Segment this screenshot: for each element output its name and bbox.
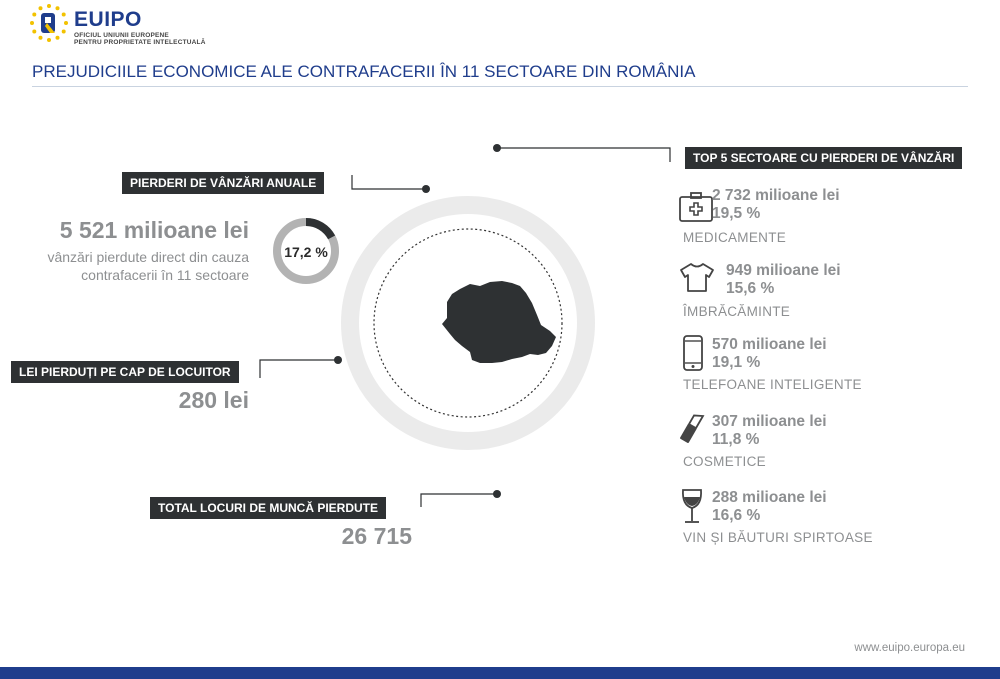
sector-5-value: 288 milioane lei bbox=[712, 489, 827, 507]
romania-map bbox=[442, 281, 556, 363]
sector-3-name: TELEFOANE INTELIGENTE bbox=[683, 377, 862, 392]
connector-jobs bbox=[421, 494, 497, 507]
sector-1-percent: 19,5 % bbox=[712, 205, 760, 223]
connector-annual bbox=[352, 175, 426, 189]
lipstick-icon bbox=[679, 409, 705, 450]
annual-losses-desc-line2: contrafacerii în 11 sectoare bbox=[0, 267, 249, 283]
per-capita-label: LEI PIERDUȚI PE CAP DE LOCUITOR bbox=[11, 361, 239, 383]
connector-dot-annual bbox=[422, 185, 430, 193]
sector-2-value: 949 milioane lei bbox=[726, 262, 841, 280]
wine-glass-icon bbox=[681, 488, 703, 529]
sector-4-name: COSMETICE bbox=[683, 454, 766, 469]
jobs-label: TOTAL LOCURI DE MUNCĂ PIERDUTE bbox=[150, 497, 386, 519]
sector-4-value: 307 milioane lei bbox=[712, 413, 827, 431]
top-sectors-label: TOP 5 SECTOARE CU PIERDERI DE VÂNZĂRI bbox=[685, 147, 962, 169]
footer-url[interactable]: www.euipo.europa.eu bbox=[854, 642, 965, 654]
sector-3-value: 570 milioane lei bbox=[712, 336, 827, 354]
connector-per-capita bbox=[260, 360, 338, 378]
donut-percent-text: 17,2 % bbox=[271, 244, 341, 260]
annual-losses-desc-line1: vânzări pierdute direct din cauza bbox=[0, 249, 249, 265]
tshirt-icon bbox=[679, 262, 715, 297]
footer-bar bbox=[0, 667, 1000, 679]
sector-1-name: MEDICAMENTE bbox=[683, 230, 786, 245]
per-capita-value: 280 lei bbox=[0, 387, 249, 414]
sector-3-percent: 19,1 % bbox=[712, 354, 760, 372]
sector-2-percent: 15,6 % bbox=[726, 280, 774, 298]
connector-top5 bbox=[497, 148, 670, 162]
jobs-value: 26 715 bbox=[0, 523, 412, 550]
medical-kit-icon bbox=[679, 192, 713, 227]
sector-4-percent: 11,8 % bbox=[712, 431, 759, 449]
connector-dot-jobs bbox=[493, 490, 501, 498]
annual-losses-label: PIERDERI DE VÂNZĂRI ANUALE bbox=[122, 172, 324, 194]
smartphone-icon bbox=[683, 335, 703, 376]
sector-1-value: 2 732 milioane lei bbox=[712, 187, 840, 205]
annual-losses-value: 5 521 milioane lei bbox=[0, 217, 249, 244]
sector-5-name: VIN ȘI BĂUTURI SPIRTOASE bbox=[683, 530, 873, 545]
connector-dot-top5 bbox=[493, 144, 501, 152]
sector-2-name: ÎMBRĂCĂMINTE bbox=[683, 304, 790, 319]
connector-dot-per-capita bbox=[334, 356, 342, 364]
sector-5-percent: 16,6 % bbox=[712, 507, 760, 525]
